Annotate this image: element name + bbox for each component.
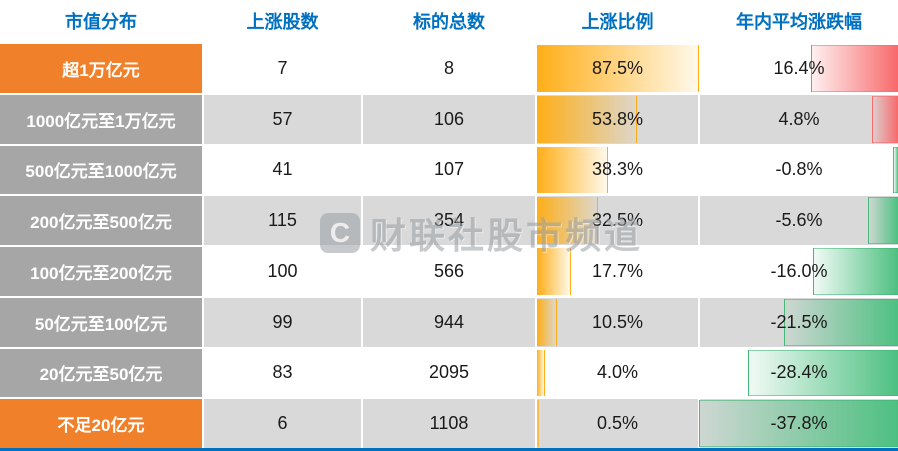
ratio-value: 10.5% [591, 311, 644, 332]
column-header-avg-change: 年内平均涨跌幅 [700, 0, 898, 42]
avg-change-cell: -16.0% [700, 247, 898, 296]
table-header-row: 市值分布 上涨股数 标的总数 上涨比例 年内平均涨跌幅 [0, 0, 898, 42]
table-body: 超1万亿元 7 8 87.5% 16.4% 1000亿元至1万亿元 57 106… [0, 42, 898, 448]
market-cap-range-cell: 20亿元至50亿元 [0, 348, 204, 398]
table-row: 200亿元至500亿元 115 354 32.5% -5.6% [0, 194, 898, 245]
total-count-cell: 107 [363, 145, 537, 195]
market-cap-range-cell: 1000亿元至1万亿元 [0, 94, 204, 144]
range-label: 超1万亿元 [62, 60, 140, 80]
market-cap-range-cell: 超1万亿元 [0, 44, 204, 93]
rising-ratio-cell: 17.7% [537, 247, 700, 296]
total-count-cell: 944 [363, 297, 537, 347]
rising-ratio-cell: 10.5% [537, 297, 700, 347]
rising-ratio-cell: 0.5% [537, 399, 700, 448]
rising-count-cell: 7 [204, 44, 363, 93]
market-cap-range-cell: 50亿元至100亿元 [0, 297, 204, 347]
column-header-market-cap-distribution: 市值分布 [0, 0, 204, 42]
market-cap-range-cell: 100亿元至200亿元 [0, 247, 204, 296]
rising-count-cell: 57 [204, 94, 363, 144]
range-label: 不足20亿元 [57, 416, 145, 436]
avg-change-cell: -5.6% [700, 196, 898, 245]
avg-change-cell: -0.8% [700, 145, 898, 195]
rising-ratio-cell: 4.0% [537, 348, 700, 398]
table-row: 超1万亿元 7 8 87.5% 16.4% [0, 42, 898, 93]
column-header-rising-ratio: 上涨比例 [537, 0, 700, 42]
rising-ratio-cell: 32.5% [537, 196, 700, 245]
range-label: 20亿元至50亿元 [39, 365, 163, 385]
avg-change-value: -16.0% [770, 260, 828, 281]
range-label: 500亿元至1000亿元 [25, 162, 177, 182]
avg-change-data-bar [748, 349, 898, 397]
ratio-data-bar [537, 298, 558, 346]
avg-change-data-bar [784, 298, 898, 346]
market-cap-range-cell: 不足20亿元 [0, 399, 204, 448]
table-row: 20亿元至50亿元 83 2095 4.0% -28.4% [0, 346, 898, 398]
avg-change-data-bar [892, 146, 898, 194]
avg-change-cell: 4.8% [700, 94, 898, 144]
avg-change-data-bar [811, 45, 898, 92]
total-count-cell: 8 [363, 44, 537, 93]
avg-change-value: -0.8% [775, 159, 823, 180]
avg-change-data-bar [871, 95, 898, 143]
range-label: 100亿元至200亿元 [30, 263, 172, 283]
ratio-value: 87.5% [591, 57, 644, 78]
range-label: 1000亿元至1万亿元 [26, 111, 176, 131]
rising-count-cell: 115 [204, 196, 363, 245]
rising-count-cell: 83 [204, 348, 363, 398]
avg-change-value: -37.8% [770, 413, 828, 434]
ratio-value: 38.3% [591, 159, 644, 180]
market-cap-range-cell: 500亿元至1000亿元 [0, 145, 204, 195]
ratio-data-bar [537, 400, 539, 447]
avg-change-data-bar [867, 197, 898, 244]
ratio-value: 0.5% [596, 413, 639, 434]
ratio-value: 17.7% [591, 260, 644, 281]
total-count-cell: 566 [363, 247, 537, 296]
table-row: 不足20亿元 6 1108 0.5% -37.8% [0, 397, 898, 448]
rising-count-cell: 41 [204, 145, 363, 195]
avg-change-data-bar [699, 400, 898, 447]
ratio-data-bar [537, 197, 598, 244]
ratio-data-bar [537, 349, 546, 397]
ratio-data-bar [537, 146, 609, 194]
rising-ratio-cell: 87.5% [537, 44, 700, 93]
column-header-rising-count: 上涨股数 [204, 0, 363, 42]
total-count-cell: 354 [363, 196, 537, 245]
table-row: 500亿元至1000亿元 41 107 38.3% -0.8% [0, 143, 898, 195]
rising-count-cell: 100 [204, 247, 363, 296]
table-row: 1000亿元至1万亿元 57 106 53.8% 4.8% [0, 92, 898, 144]
rising-count-cell: 6 [204, 399, 363, 448]
column-header-total-count: 标的总数 [363, 0, 537, 42]
table-row: 50亿元至100亿元 99 944 10.5% -21.5% [0, 295, 898, 347]
avg-change-cell: -28.4% [700, 348, 898, 398]
avg-change-cell: -21.5% [700, 297, 898, 347]
avg-change-cell: 16.4% [700, 44, 898, 93]
avg-change-value: 16.4% [773, 57, 825, 78]
ratio-data-bar [537, 248, 571, 295]
rising-ratio-cell: 53.8% [537, 94, 700, 144]
ratio-value: 32.5% [591, 210, 644, 231]
range-label: 50亿元至100亿元 [34, 314, 168, 334]
range-label: 200亿元至500亿元 [30, 213, 172, 233]
rising-count-cell: 99 [204, 297, 363, 347]
avg-change-value: 4.8% [778, 108, 820, 129]
avg-change-cell: -37.8% [699, 399, 898, 448]
total-count-cell: 1108 [363, 399, 537, 448]
ratio-value: 4.0% [596, 362, 639, 383]
rising-ratio-cell: 38.3% [537, 145, 700, 195]
ratio-value: 53.8% [591, 108, 644, 129]
avg-change-value: -28.4% [770, 362, 828, 383]
avg-change-data-bar [813, 248, 898, 295]
ratio-data-bar [537, 45, 699, 92]
total-count-cell: 106 [363, 94, 537, 144]
avg-change-value: -21.5% [770, 311, 828, 332]
ratio-data-bar [537, 95, 637, 143]
avg-change-value: -5.6% [775, 210, 823, 231]
table-row: 100亿元至200亿元 100 566 17.7% -16.0% [0, 245, 898, 296]
total-count-cell: 2095 [363, 348, 537, 398]
market-cap-range-cell: 200亿元至500亿元 [0, 196, 204, 245]
